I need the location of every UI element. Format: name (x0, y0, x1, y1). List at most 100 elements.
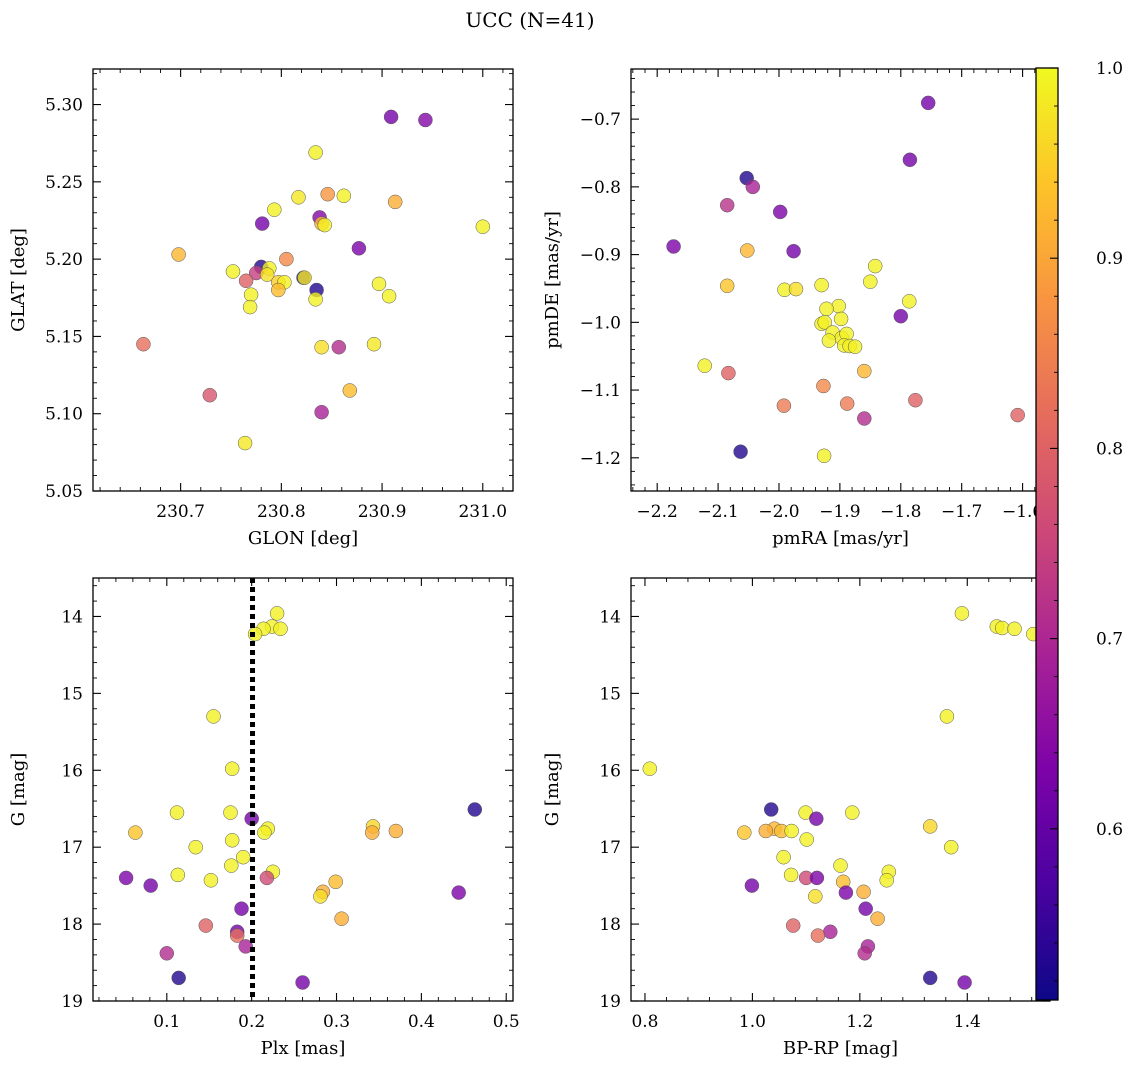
scatter-point (254, 216, 270, 231)
scatter-point (719, 278, 735, 294)
scatter-point (334, 911, 349, 926)
x-tick-label: 0.2 (238, 1012, 265, 1032)
scatter-point (867, 258, 883, 274)
scatter-point (784, 823, 799, 839)
scatter-point (816, 378, 831, 394)
y-tick-label: −0.7 (580, 110, 621, 130)
scatter-point (225, 264, 241, 279)
axes-frame (92, 577, 514, 1002)
scatter-point (893, 308, 909, 324)
scatter-point (237, 435, 253, 451)
y-tick-label: 17 (61, 838, 83, 858)
scatter-point (858, 901, 873, 916)
scatter-point (328, 874, 343, 890)
scatter-point (238, 939, 253, 954)
x-tick-label: −2.1 (697, 502, 738, 522)
scatter-point (785, 918, 801, 933)
x-tick-label: −1.6 (1002, 502, 1043, 522)
scatter-point (320, 186, 335, 202)
y-tick-label: 18 (61, 915, 83, 935)
scatter-point (776, 849, 791, 865)
y-tick-label: −1.1 (580, 381, 621, 401)
x-tick-label: 0.1 (153, 1012, 180, 1032)
figure-title: UCC (N=41) (465, 8, 594, 32)
scatter-point (242, 299, 258, 315)
colorbar-tick-label: 0.8 (1096, 439, 1123, 459)
scatter-point (788, 281, 804, 297)
y-tick-label: −1.2 (580, 449, 621, 469)
scatter-point (169, 805, 185, 820)
y-tick-label: 19 (599, 992, 621, 1012)
scatter-point (451, 885, 466, 900)
y-tick-label: 17 (599, 838, 621, 858)
scatter-point (279, 251, 294, 267)
scatter-point (188, 839, 203, 855)
scatter-point (388, 823, 404, 839)
scatter-point (763, 802, 779, 817)
scatter-point (224, 858, 239, 873)
scatter-point (817, 315, 832, 330)
scatter-point (786, 243, 801, 259)
points (118, 606, 483, 990)
scatter-point (920, 95, 936, 111)
y-tick-label: 5.20 (45, 250, 83, 270)
x-tick-label: 230.8 (257, 502, 306, 522)
y-tick-label: 14 (61, 607, 83, 627)
scatter-point (845, 805, 860, 820)
axes-frame (92, 68, 514, 492)
scatter-point (1007, 621, 1022, 637)
x-axis-label: GLON [deg] (248, 528, 358, 549)
y-tick-label: 5.10 (45, 405, 83, 425)
scatter-point (847, 339, 863, 354)
scatter-point (856, 884, 871, 900)
colorbar-tick-label: 0.7 (1096, 630, 1123, 650)
scatter-point (954, 606, 970, 621)
y-tick-label: 15 (599, 684, 621, 704)
scatter-point (475, 219, 491, 234)
y-tick-label: 14 (599, 607, 621, 627)
colorbar-tick-label: 1.0 (1096, 59, 1123, 79)
scatter-point (733, 444, 748, 459)
scatter-point (136, 336, 151, 352)
scatter-point (171, 247, 186, 262)
scatter-point (666, 239, 681, 254)
scatter-point (838, 885, 854, 900)
x-tick-label: 231.0 (458, 502, 507, 522)
scatter-point (943, 839, 959, 855)
scatter-point (809, 811, 824, 826)
x-tick-label: 1.0 (739, 1012, 766, 1032)
scatter-point (198, 918, 214, 933)
scatter-point (351, 241, 367, 256)
scatter-point (269, 606, 285, 621)
points (666, 95, 1025, 464)
scatter-point (870, 911, 885, 926)
scatter-point (170, 867, 186, 883)
scatter-point (879, 873, 894, 888)
scatter-point (737, 825, 752, 840)
scatter-point (314, 339, 329, 355)
colorbar-tick-label: 0.9 (1096, 249, 1123, 269)
scatter-point (224, 833, 240, 848)
scatter-point (839, 396, 855, 411)
scatter-point (273, 621, 288, 637)
axes-frame (630, 68, 1051, 492)
scatter-point (387, 194, 403, 210)
scatter-point (223, 805, 238, 820)
scatter-point (697, 358, 712, 373)
x-tick-label: 0.5 (493, 1012, 520, 1032)
scatter-point (171, 970, 186, 986)
scatter-point (203, 873, 219, 888)
scatter-point (799, 832, 814, 847)
scatter-point (118, 870, 134, 886)
y-tick-label: 19 (61, 992, 83, 1012)
scatter-point (1010, 407, 1025, 423)
colorbar-tick-label: 0.6 (1096, 820, 1123, 840)
scatter-point (259, 267, 275, 282)
y-axis-label: G [mag] (542, 753, 563, 826)
scatter-point (809, 870, 825, 886)
scatter-point (297, 270, 312, 285)
scatter-point (902, 294, 917, 309)
y-tick-label: 16 (599, 761, 621, 781)
scatter-point (810, 928, 826, 943)
